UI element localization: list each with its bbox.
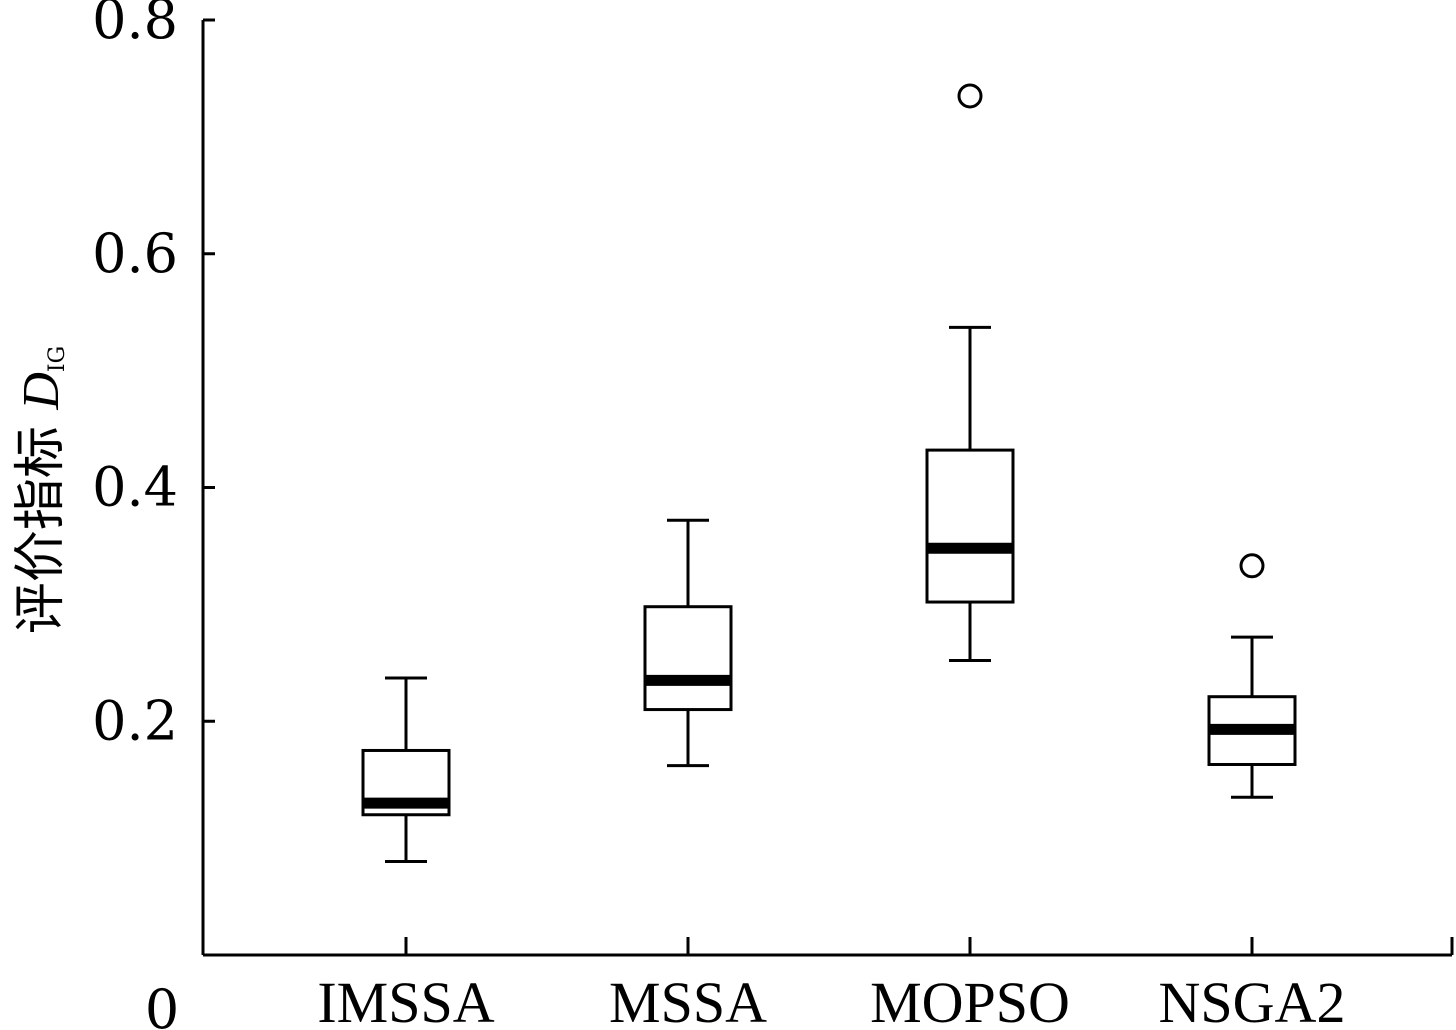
y-tick-label-0: 0.2 — [92, 689, 178, 752]
y-tick-label-3: 0.8 — [92, 0, 178, 51]
y-axis-title: 评价指标 DIG — [11, 346, 71, 634]
iqr-box — [925, 448, 1015, 604]
boxes — [361, 83, 1297, 863]
y-axis-title-sub: IG — [45, 346, 70, 372]
box-NSGA2 — [1207, 553, 1297, 799]
y-tick-label-1: 0.4 — [92, 456, 178, 519]
outlier-0 — [957, 83, 983, 109]
y-axis-title-var: D — [13, 372, 70, 411]
y-axis-title-text: 评价指标 — [11, 426, 71, 634]
box-MSSA — [643, 518, 733, 768]
box-IMSSA — [361, 676, 451, 863]
origin-label: 0 — [145, 978, 179, 1030]
outlier-0 — [1239, 553, 1265, 579]
x-ticks: IMSSA MSSA MOPSO NSGA2 — [317, 937, 1454, 1030]
x-tick-label-0: IMSSA — [317, 970, 494, 1030]
iqr-box — [643, 605, 733, 712]
x-tick-label-2: MOPSO — [870, 970, 1070, 1030]
y-tick-label-2: 0.6 — [92, 222, 178, 285]
y-ticks: 0.2 0.4 0.6 0.8 — [92, 0, 215, 752]
box-MOPSO — [925, 83, 1015, 662]
x-tick-label-1: MSSA — [609, 970, 767, 1030]
x-tick-label-3: NSGA2 — [1159, 970, 1346, 1030]
